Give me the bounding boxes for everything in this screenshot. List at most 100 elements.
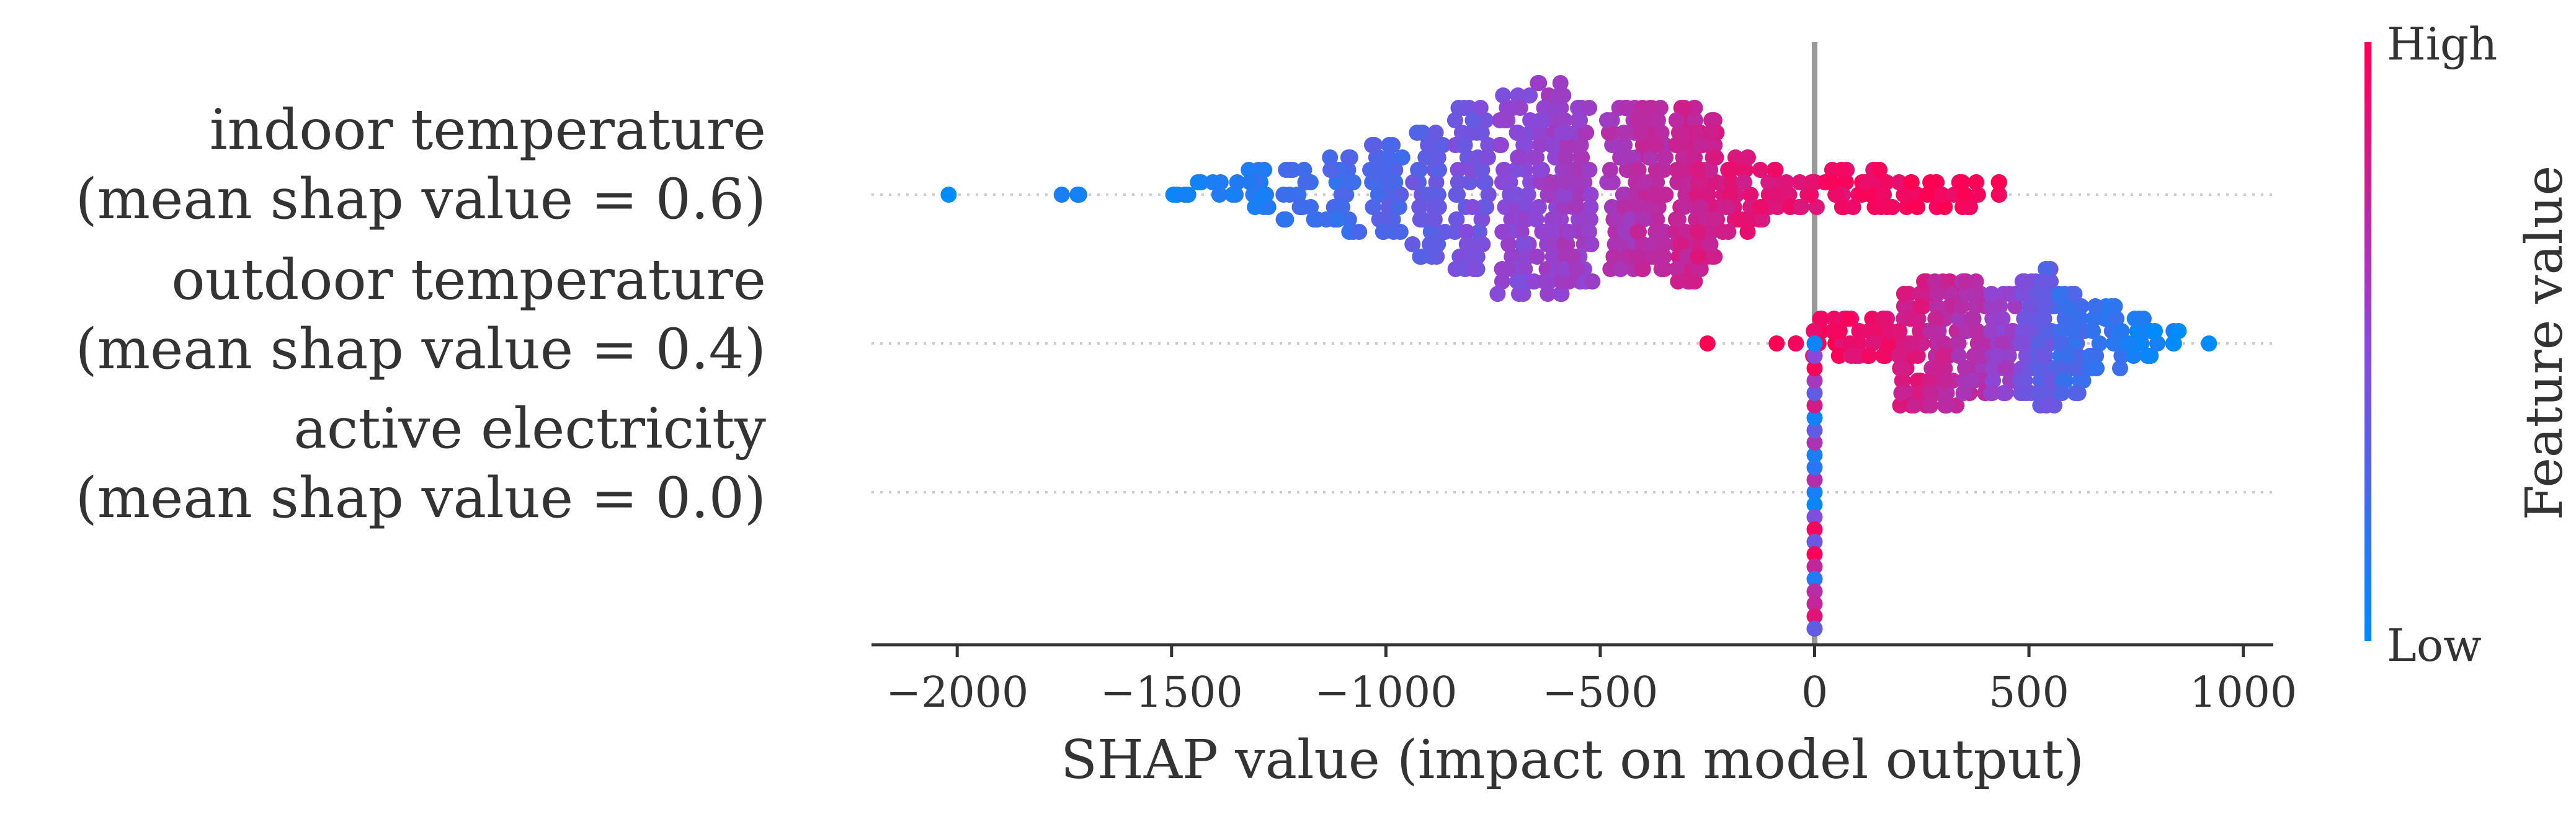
point-outdoor-temperature	[1894, 360, 1911, 376]
point-active-electricity	[1806, 410, 1823, 426]
point-indoor-temperature	[1581, 162, 1598, 178]
point-indoor-temperature	[1781, 187, 1798, 203]
point-outdoor-temperature	[2030, 335, 2047, 352]
point-outdoor-temperature	[2066, 335, 2082, 352]
point-indoor-temperature	[1574, 149, 1590, 166]
point-indoor-temperature	[1516, 236, 1533, 252]
point-indoor-temperature	[1782, 199, 1798, 215]
point-outdoor-temperature	[2125, 348, 2142, 364]
point-indoor-temperature	[1431, 137, 1448, 153]
point-indoor-temperature	[1428, 174, 1445, 190]
point-indoor-temperature	[1599, 174, 1616, 190]
point-indoor-temperature	[1495, 87, 1512, 104]
point-indoor-temperature	[1891, 174, 1907, 190]
point-indoor-temperature	[1461, 100, 1477, 116]
point-indoor-temperature	[1464, 112, 1481, 128]
point-indoor-temperature	[1767, 162, 1784, 178]
point-outdoor-temperature	[1891, 323, 1908, 339]
point-outdoor-temperature	[2052, 323, 2069, 339]
point-indoor-temperature	[1420, 137, 1437, 153]
point-indoor-temperature	[1752, 162, 1768, 178]
point-indoor-temperature	[1689, 261, 1706, 277]
point-outdoor-temperature	[2036, 298, 2053, 314]
point-indoor-temperature	[1720, 224, 1737, 240]
point-outdoor-temperature	[1892, 397, 1909, 414]
x-tick-label: 1000	[2190, 668, 2297, 717]
point-indoor-temperature	[1936, 199, 1953, 215]
point-outdoor-temperature	[2059, 348, 2075, 364]
point-indoor-temperature	[1629, 224, 1646, 240]
point-active-electricity	[1806, 596, 1823, 612]
point-active-electricity	[1806, 571, 1823, 587]
point-indoor-temperature	[1706, 211, 1723, 228]
point-indoor-temperature	[1247, 199, 1263, 215]
point-indoor-temperature	[1542, 187, 1559, 203]
point-indoor-temperature	[1522, 87, 1538, 104]
point-indoor-temperature	[1615, 125, 1632, 141]
point-indoor-temperature	[1669, 174, 1686, 190]
point-indoor-temperature	[1584, 273, 1601, 290]
point-indoor-temperature	[1335, 187, 1352, 203]
point-indoor-temperature	[1532, 137, 1548, 153]
point-indoor-temperature	[1634, 236, 1651, 252]
colorbar: High Low Feature value	[2364, 18, 2574, 671]
point-outdoor-temperature	[1922, 323, 1939, 339]
point-indoor-temperature	[1823, 174, 1840, 190]
point-outdoor-temperature	[2113, 348, 2130, 364]
point-indoor-temperature	[1615, 137, 1632, 153]
point-outdoor-temperature	[1942, 286, 1959, 302]
point-outdoor-temperature	[2039, 323, 2056, 339]
point-indoor-temperature	[1558, 149, 1574, 166]
point-indoor-temperature	[1500, 174, 1517, 190]
point-indoor-temperature	[1512, 100, 1528, 116]
point-active-electricity	[1806, 521, 1823, 538]
point-outdoor-temperature	[1957, 360, 1974, 376]
point-outdoor-temperature	[2165, 335, 2182, 352]
point-indoor-temperature	[1669, 261, 1685, 277]
x-axis-ticks: −2000 −1500 −1000 −500 0 500 1000	[886, 645, 2297, 717]
point-indoor-temperature	[1630, 162, 1647, 178]
point-indoor-temperature	[1675, 199, 1692, 215]
point-outdoor-temperature	[1768, 335, 1785, 352]
point-indoor-temperature	[1458, 224, 1475, 240]
colorbar-high-label: High	[2387, 18, 2497, 70]
point-indoor-temperature	[1632, 199, 1648, 215]
point-outdoor-temperature	[2149, 335, 2166, 352]
point-indoor-temperature	[1629, 249, 1646, 265]
point-outdoor-temperature	[2038, 397, 2055, 414]
point-active-electricity	[1806, 360, 1823, 376]
point-indoor-temperature	[1242, 174, 1259, 190]
point-outdoor-temperature	[2017, 311, 2034, 327]
point-indoor-temperature	[1957, 187, 1974, 203]
point-indoor-temperature	[1381, 174, 1398, 190]
point-indoor-temperature	[1642, 100, 1659, 116]
point-indoor-temperature	[1224, 187, 1241, 203]
point-indoor-temperature	[1466, 261, 1482, 277]
point-indoor-temperature	[1561, 273, 1577, 290]
point-indoor-temperature	[1687, 149, 1703, 166]
point-indoor-temperature	[1568, 261, 1585, 277]
point-outdoor-temperature	[2029, 360, 2046, 376]
point-indoor-temperature	[1229, 174, 1246, 190]
point-outdoor-temperature	[2031, 385, 2048, 401]
point-indoor-temperature	[1752, 199, 1768, 215]
point-active-electricity	[1806, 397, 1823, 414]
point-indoor-temperature	[1668, 112, 1685, 128]
point-indoor-temperature	[1803, 187, 1819, 203]
point-indoor-temperature	[1672, 236, 1689, 252]
point-outdoor-temperature	[2051, 286, 2067, 302]
point-outdoor-temperature	[1938, 397, 1955, 414]
point-indoor-temperature	[1669, 162, 1685, 178]
point-outdoor-temperature	[1963, 373, 1980, 389]
point-indoor-temperature	[1376, 162, 1393, 178]
point-indoor-temperature	[1561, 224, 1577, 240]
point-indoor-temperature	[1723, 174, 1740, 190]
point-indoor-temperature	[1833, 162, 1850, 178]
point-indoor-temperature	[1165, 187, 1182, 203]
point-indoor-temperature	[1513, 224, 1530, 240]
point-outdoor-temperature	[1990, 348, 2006, 364]
point-indoor-temperature	[1278, 162, 1295, 178]
point-outdoor-temperature	[1868, 323, 1885, 339]
point-indoor-temperature	[1053, 187, 1070, 203]
point-indoor-temperature	[1205, 174, 1221, 190]
